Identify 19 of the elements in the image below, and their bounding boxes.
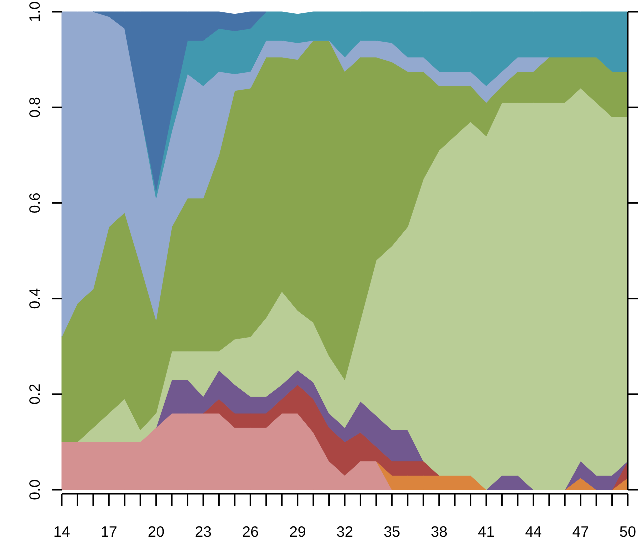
y-tick-label: 0.8	[27, 97, 44, 118]
y-tick-label: 0.2	[27, 384, 44, 405]
x-tick-label: 23	[195, 524, 212, 541]
x-tick-label: 17	[100, 524, 118, 541]
y-tick-label: 0.6	[27, 192, 44, 214]
x-tick-label: 29	[289, 524, 306, 541]
x-tick-label: 47	[572, 524, 590, 541]
x-tick-label: 14	[54, 524, 70, 541]
x-tick-label: 20	[148, 524, 165, 541]
x-tick-label: 41	[478, 524, 495, 541]
x-tick-label: 26	[242, 524, 260, 541]
x-tick-label: 44	[525, 524, 542, 541]
y-tick-label: 1.0	[27, 2, 44, 22]
x-tick-label: 35	[384, 524, 401, 541]
y-tick-label: 0.0	[27, 480, 44, 500]
x-tick-label: 32	[336, 524, 354, 541]
x-tick-label: 38	[430, 524, 448, 541]
y-tick-label: 0.4	[27, 288, 44, 310]
x-tick-label: 50	[620, 524, 636, 541]
